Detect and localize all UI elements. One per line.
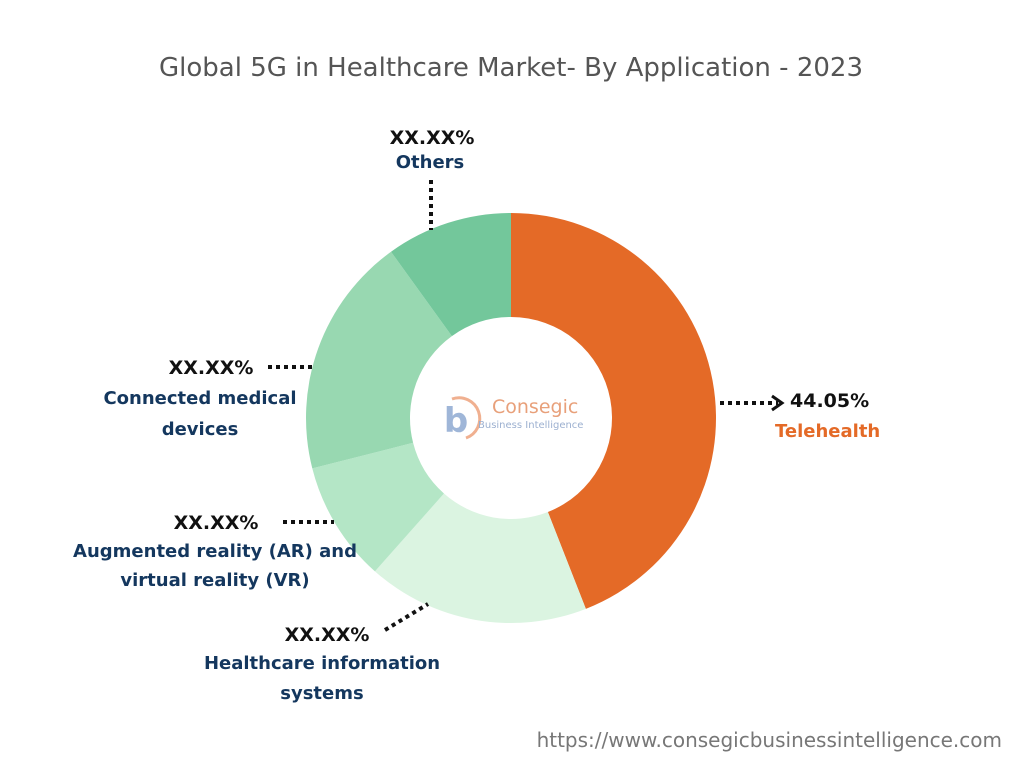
source-url: https://www.consegicbusinessintelligence… [537,728,1002,752]
pie-slice-augmented-reality-ar-and-virtual-reality-vr [312,442,444,572]
chart-title: Global 5G in Healthcare Market- By Appli… [159,53,863,83]
category-label-others: Others [396,152,465,173]
leader-lines [268,180,785,632]
value-label-arvr: XX.XX% [174,512,259,534]
arrow-right-icon [771,394,785,412]
pie-slice-connected-medical-devices [306,251,452,469]
value-label-connected: XX.XX% [169,357,254,379]
value-label-others: XX.XX% [390,127,475,149]
pie-slice-telehealth [511,213,717,609]
logo-mark: b [444,401,468,441]
logo-tagline: Business Intelligence [478,420,583,431]
logo-arc-icon [451,396,482,440]
category-label-telehealth: Telehealth [775,421,880,442]
category-label-his: Healthcare information systems [204,653,440,704]
consegic-logo: b Consegic Business Intelligence [444,396,584,441]
donut-slices [306,213,717,623]
category-label-connected: Connected medical devices [103,388,296,440]
logo-brand: Consegic [492,396,578,418]
value-label-his: XX.XX% [285,624,370,646]
category-label-arvr: Augmented reality (AR) and virtual realit… [73,541,357,591]
leader-his [383,602,430,632]
pie-slice-others [391,213,511,337]
pie-slice-healthcare-information-systems [374,493,586,623]
value-label-telehealth: 44.05% [790,390,869,412]
